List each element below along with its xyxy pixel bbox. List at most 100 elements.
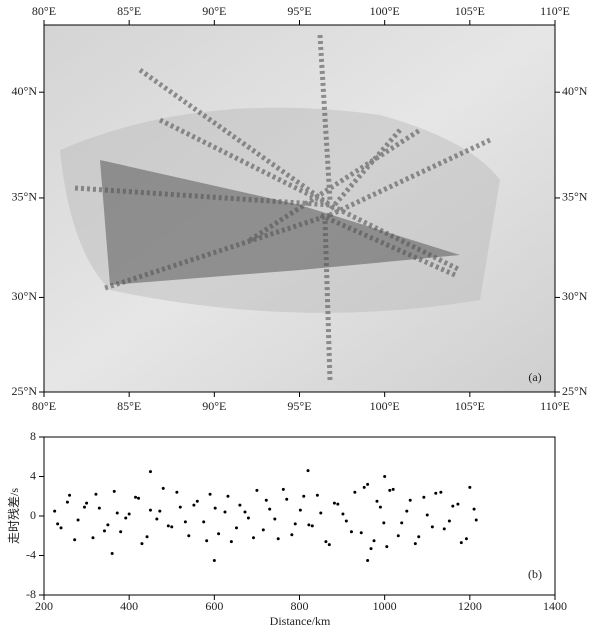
data-point	[341, 512, 345, 516]
data-point	[68, 493, 72, 497]
data-point	[261, 528, 265, 532]
y-tick-label: 25°N	[562, 384, 588, 398]
data-point	[396, 534, 400, 538]
y-tick-label: 35°N	[12, 190, 38, 204]
data-point	[439, 490, 443, 494]
x-tick-label: 200	[35, 599, 53, 613]
data-point	[413, 542, 417, 546]
y-tick-label: -4	[26, 547, 36, 561]
x-tick-label: 110°E	[540, 4, 570, 18]
data-point	[366, 558, 370, 562]
data-point	[405, 509, 409, 513]
data-point	[112, 489, 116, 493]
data-point	[327, 543, 331, 547]
data-point	[53, 509, 57, 513]
x-tick-label: 90°E	[202, 399, 226, 413]
x-tick-label: 95°E	[287, 399, 311, 413]
plot-frame	[43, 436, 556, 596]
data-point	[59, 526, 63, 530]
data-point	[82, 505, 86, 509]
data-point	[298, 508, 302, 512]
x-tick-label: 400	[120, 599, 138, 613]
data-point	[400, 521, 404, 525]
data-point	[378, 505, 382, 509]
data-point	[472, 507, 476, 511]
data-point	[344, 519, 348, 523]
y-axis-label: 走时残差/s	[7, 488, 21, 544]
data-point	[137, 496, 141, 500]
data-point	[110, 552, 114, 556]
data-point	[451, 504, 455, 508]
data-point	[97, 506, 101, 510]
data-point	[442, 527, 446, 531]
y-tick-label: 0	[30, 508, 36, 522]
data-point	[383, 475, 387, 478]
data-point	[252, 536, 256, 540]
y-tick-label: 35°N	[562, 190, 588, 204]
data-point	[276, 537, 280, 541]
data-point	[243, 510, 247, 514]
data-point	[234, 526, 238, 530]
data-point	[417, 535, 421, 539]
y-tick-label: 30°N	[562, 289, 588, 303]
data-point	[307, 523, 311, 527]
data-point	[76, 518, 80, 522]
x-tick-label: 105°E	[455, 4, 485, 18]
y-tick-label: 8	[30, 429, 36, 443]
data-point	[281, 487, 285, 491]
data-point	[349, 530, 353, 534]
data-point	[205, 539, 209, 543]
data-point	[319, 511, 323, 515]
y-tick-label: -8	[26, 587, 36, 601]
data-point	[366, 482, 370, 486]
data-point	[447, 519, 451, 523]
data-point	[115, 511, 119, 515]
x-tick-label: 100°E	[370, 399, 400, 413]
x-tick-label: 95°E	[287, 4, 311, 18]
data-point	[187, 534, 191, 538]
data-point	[229, 540, 233, 544]
data-point	[170, 525, 174, 529]
data-point	[353, 490, 357, 494]
data-point	[464, 537, 468, 541]
data-point	[372, 539, 376, 543]
data-point	[302, 494, 306, 498]
data-point	[161, 486, 165, 490]
x-tick-label: 110°E	[540, 399, 570, 413]
panel-label: (a)	[528, 370, 541, 384]
data-point	[212, 558, 216, 562]
data-point	[134, 495, 138, 499]
data-point	[264, 498, 268, 502]
data-point	[474, 518, 478, 522]
data-point	[285, 497, 289, 501]
x-tick-label: 1400	[543, 599, 567, 613]
data-point	[238, 503, 242, 507]
data-point	[293, 522, 297, 526]
data-point	[183, 520, 187, 524]
x-tick-label: 80°E	[32, 399, 56, 413]
data-point	[192, 503, 196, 507]
y-tick-label: 25°N	[12, 384, 38, 398]
data-point	[332, 501, 336, 505]
x-tick-label: 105°E	[455, 399, 485, 413]
x-axis-label: Distance/km	[270, 614, 331, 628]
data-point	[310, 524, 314, 528]
data-point	[140, 542, 144, 546]
data-point	[362, 485, 366, 489]
data-point	[217, 532, 221, 536]
y-tick-label: 4	[30, 468, 36, 482]
data-point	[430, 525, 434, 529]
data-point	[246, 516, 250, 520]
x-tick-label: 100°E	[370, 4, 400, 18]
data-point	[102, 529, 106, 533]
y-tick-label: 40°N	[562, 84, 588, 98]
data-point	[158, 509, 162, 513]
x-tick-label: 85°E	[117, 4, 141, 18]
data-point	[124, 516, 128, 520]
data-point	[208, 492, 212, 496]
data-point	[422, 495, 426, 499]
x-tick-label: 800	[291, 599, 309, 613]
data-point	[148, 470, 152, 474]
data-point	[459, 541, 463, 545]
